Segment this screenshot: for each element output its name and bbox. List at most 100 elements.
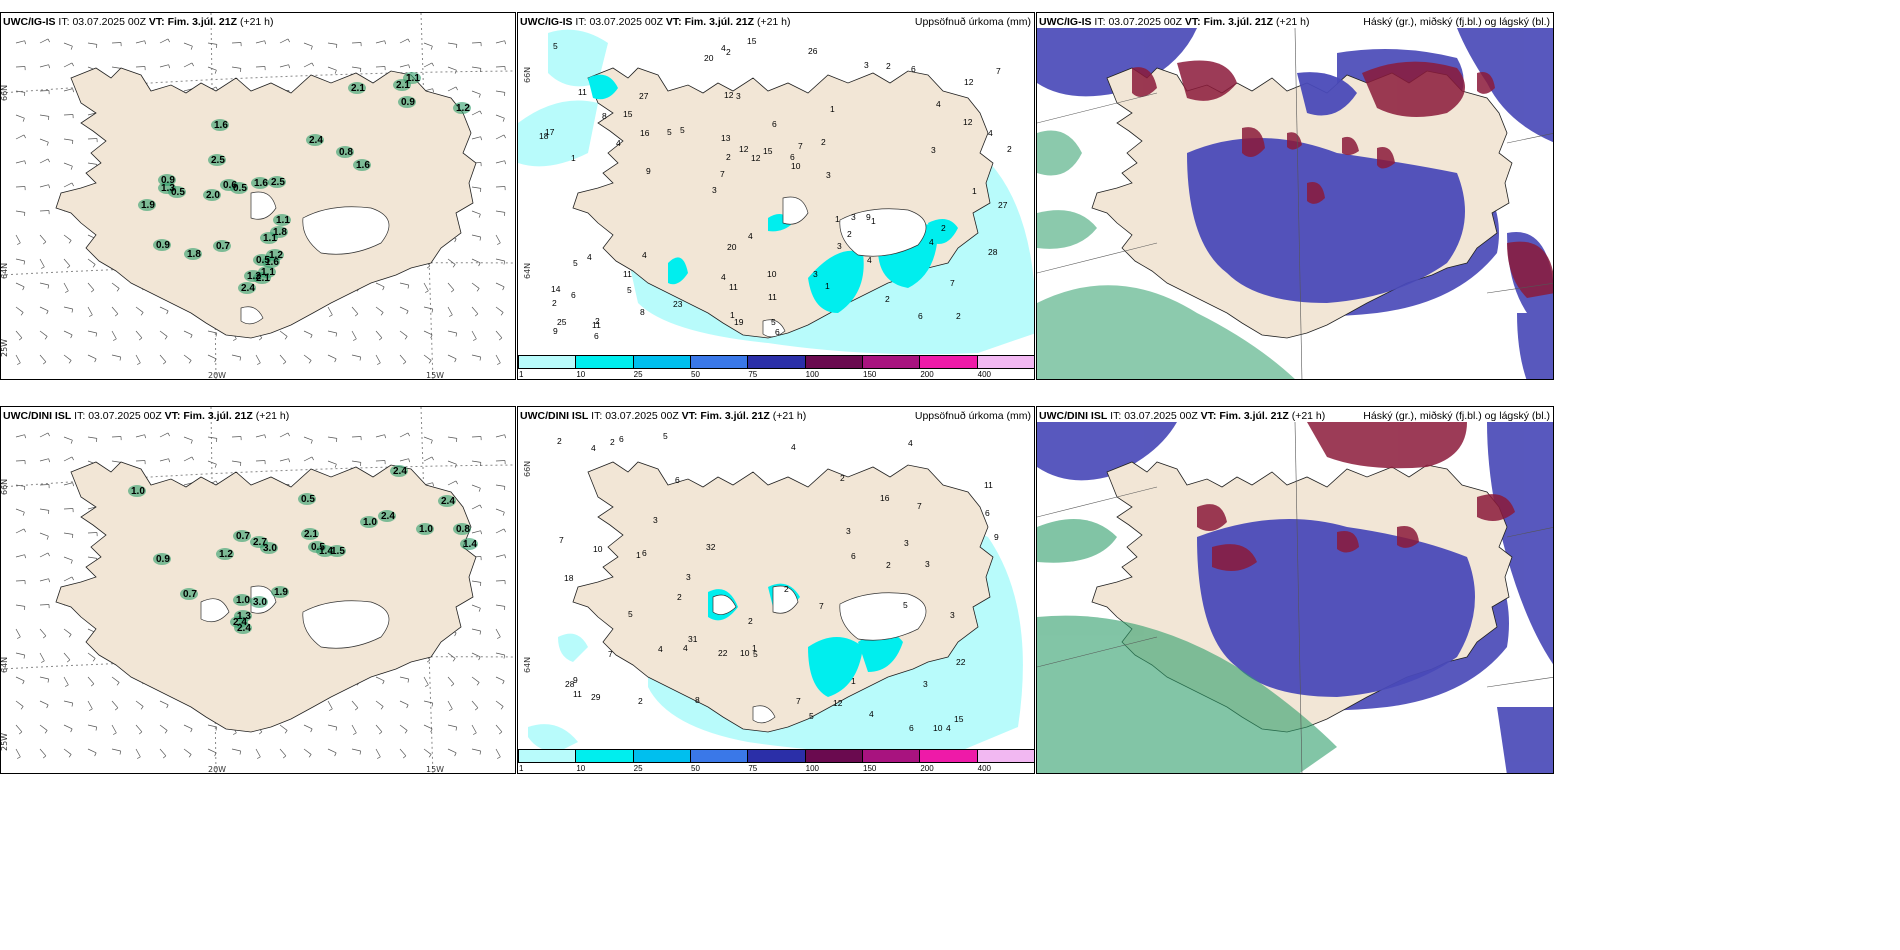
wind-speed-label: 0.9 bbox=[161, 175, 175, 186]
wind-barb-flag bbox=[65, 290, 69, 293]
wind-barb-flag bbox=[162, 755, 167, 759]
precip-amount-label: 2 bbox=[610, 437, 615, 447]
wind-barb bbox=[399, 64, 409, 68]
wind-barb-flag bbox=[431, 62, 434, 67]
wind-barb-flag bbox=[42, 755, 47, 759]
wind-barb-flag bbox=[450, 289, 455, 293]
wind-barb bbox=[135, 434, 145, 438]
wind-barb-flag bbox=[503, 486, 506, 491]
wind-barb-flag bbox=[502, 286, 505, 291]
precip-amount-label: 18 bbox=[564, 573, 574, 583]
wind-barb-flag bbox=[478, 488, 481, 492]
wind-barb-flag bbox=[431, 456, 434, 461]
valid-label: VT: bbox=[148, 16, 165, 28]
wind-barb-flag bbox=[454, 464, 457, 468]
wind-speed-labels: 1.62.1 2.10.91.11.22.40.81.62.50.91.30.51… bbox=[141, 73, 470, 294]
wind-cell bbox=[306, 134, 324, 146]
wind-barb-flag bbox=[449, 314, 453, 317]
wind-barb-flag bbox=[454, 752, 457, 757]
wind-barb bbox=[63, 456, 73, 462]
valid-label: VT: bbox=[1184, 16, 1201, 28]
wind-cell bbox=[298, 493, 316, 505]
wind-cell bbox=[438, 495, 456, 507]
wind-barb bbox=[303, 436, 313, 441]
wind-speed-label: 1.1 bbox=[263, 233, 277, 244]
precip-amount-label: 11 bbox=[729, 282, 738, 292]
wind-green-cells bbox=[138, 72, 471, 294]
wind-barb-flag bbox=[70, 166, 73, 170]
wind-barb bbox=[63, 676, 69, 686]
wind-barb bbox=[135, 354, 141, 364]
high-cloud-over-land bbox=[1197, 519, 1475, 697]
wind-barb bbox=[111, 724, 117, 734]
wind-barb-flag bbox=[502, 512, 505, 516]
panel-header: UWC/DINI ISL IT: 03.07.2025 00Z VT: Fim.… bbox=[3, 410, 289, 422]
wind-barb bbox=[471, 282, 480, 289]
wind-barb bbox=[495, 508, 505, 513]
wind-barb-flag bbox=[47, 432, 50, 437]
precip-amount-label: 4 bbox=[616, 138, 621, 148]
wind-barb-flag bbox=[430, 334, 433, 339]
wind-barb bbox=[495, 114, 505, 119]
lat-label-65n: 66N bbox=[523, 67, 532, 83]
wind-barb bbox=[111, 460, 121, 463]
wind-speed-label: 2.4 bbox=[309, 135, 323, 146]
wind-barb-flag bbox=[310, 728, 313, 733]
precip-amount-label: 12 bbox=[724, 90, 734, 100]
wind-barb-flag bbox=[17, 362, 21, 365]
wind-barb bbox=[63, 330, 73, 336]
colorbar-segment bbox=[690, 749, 749, 763]
wind-barb-flag bbox=[22, 286, 25, 291]
precip-amount-label: 3 bbox=[736, 91, 741, 101]
precip-amount-label: 2 bbox=[956, 311, 961, 321]
wind-barb-flag bbox=[474, 313, 479, 317]
colorbar-segment bbox=[575, 749, 634, 763]
wind-barb-flag bbox=[479, 236, 482, 241]
wind-barb bbox=[87, 748, 97, 754]
precip-amount-label: 2 bbox=[726, 47, 731, 57]
wind-map: 1.62.1 2.10.91.11.22.40.81.62.50.91.30.51… bbox=[1, 13, 515, 379]
wind-barb-flag bbox=[334, 70, 337, 74]
precip-amount-label: 1 bbox=[972, 186, 977, 196]
wind-barb bbox=[15, 554, 25, 558]
wind-barb-flag bbox=[384, 40, 386, 45]
glaciers bbox=[762, 196, 927, 338]
wind-barb-flag bbox=[282, 755, 287, 759]
wind-barb bbox=[351, 700, 359, 709]
precip-amount-label: 10 bbox=[791, 161, 801, 171]
precip-amount-label: 3 bbox=[846, 526, 851, 536]
wind-barb bbox=[207, 460, 217, 465]
wind-barb-flag bbox=[89, 314, 93, 317]
precip-amount-label: 2 bbox=[1007, 144, 1012, 154]
precip-amount-label: 8 bbox=[695, 695, 700, 705]
wind-barb bbox=[327, 436, 337, 439]
lead-time: (+21 h) bbox=[1275, 16, 1310, 28]
wind-barb bbox=[495, 306, 504, 313]
wind-barb bbox=[39, 158, 49, 164]
wind-barb-flag bbox=[407, 432, 410, 437]
wind-barb-flag bbox=[24, 434, 26, 439]
wind-barb-flag bbox=[407, 678, 410, 683]
wind-barb-flag bbox=[188, 360, 192, 364]
wind-barb bbox=[279, 38, 289, 44]
cloud-map bbox=[1037, 421, 1553, 773]
wind-barb-flag bbox=[137, 362, 141, 365]
precip-amount-label: 29 bbox=[591, 692, 601, 702]
precip-amount-label: 10 bbox=[767, 269, 777, 279]
wind-barb bbox=[207, 66, 217, 71]
wind-barb bbox=[183, 436, 193, 441]
wind-barb-flag bbox=[407, 284, 410, 289]
wind-cell bbox=[233, 594, 251, 606]
wind-barb bbox=[471, 186, 481, 189]
wind-barb bbox=[327, 306, 333, 316]
wind-barb bbox=[15, 330, 23, 339]
wind-barb bbox=[303, 330, 313, 336]
wind-speed-label: 1.8 bbox=[187, 249, 201, 260]
wind-barb-flag bbox=[41, 660, 45, 663]
wind-speed-label: 2.4 bbox=[393, 466, 407, 477]
wind-speed-label: 3.0 bbox=[253, 597, 267, 608]
precip-amount-label: 11 bbox=[768, 292, 777, 302]
wind-barb-flag bbox=[479, 356, 482, 361]
colorbar-tick-label: 75 bbox=[748, 764, 758, 773]
precip-amount-label: 5 bbox=[573, 258, 578, 268]
